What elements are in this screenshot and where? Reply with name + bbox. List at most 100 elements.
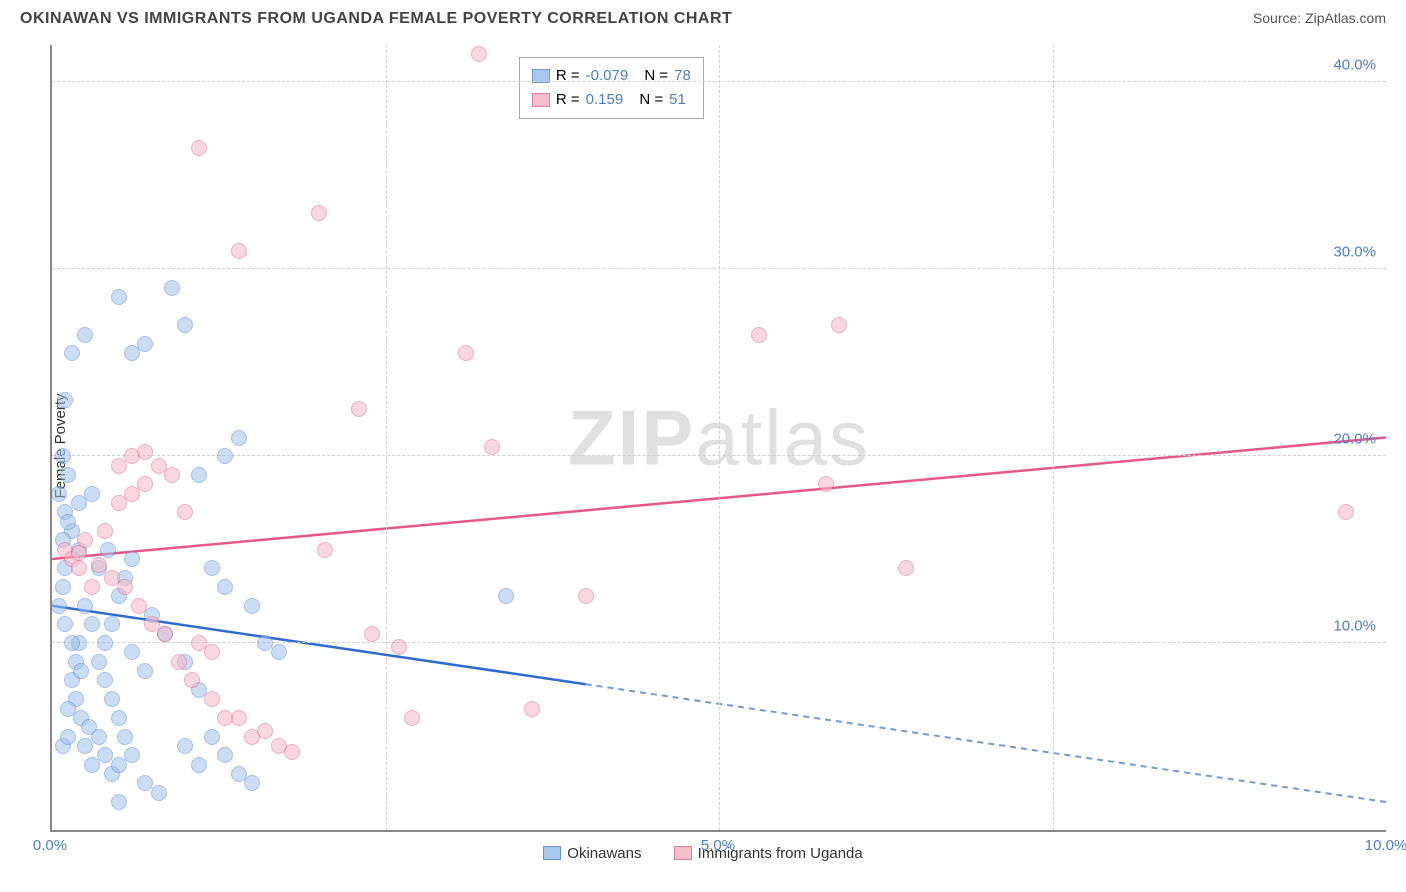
scatter-point-series1 [60,514,76,530]
scatter-point-series1 [204,729,220,745]
scatter-point-series1 [77,327,93,343]
scatter-point-series1 [177,317,193,333]
scatter-point-series2 [898,560,914,576]
scatter-point-series1 [84,486,100,502]
source-site: ZipAtlas.com [1305,10,1386,26]
scatter-point-series1 [100,542,116,558]
scatter-point-series1 [51,598,67,614]
scatter-point-series1 [104,616,120,632]
scatter-point-series1 [73,663,89,679]
scatter-point-series1 [191,467,207,483]
legend-bottom-swatch-2 [674,846,692,860]
scatter-point-series1 [244,598,260,614]
scatter-point-series2 [818,476,834,492]
scatter-point-series2 [311,205,327,221]
scatter-point-series2 [177,504,193,520]
legend-n-label-1: N = [644,64,668,88]
legend-swatch-series2 [532,93,550,107]
y-tick-label: 10.0% [1333,618,1376,635]
watermark-atlas: atlas [695,393,870,481]
scatter-point-series2 [91,557,107,573]
scatter-point-series1 [111,710,127,726]
scatter-point-series1 [217,448,233,464]
scatter-point-series1 [124,551,140,567]
y-tick-label: 30.0% [1333,244,1376,261]
scatter-point-series1 [84,616,100,632]
scatter-point-series1 [137,663,153,679]
scatter-point-series1 [124,644,140,660]
scatter-point-series1 [111,289,127,305]
scatter-point-series2 [117,579,133,595]
scatter-point-series1 [217,579,233,595]
scatter-point-series2 [231,243,247,259]
scatter-point-series2 [404,710,420,726]
legend-n-label-2: N = [639,88,663,112]
correlation-legend: R = -0.079 N = 78 R = 0.159 N = 51 [519,57,704,119]
x-tick-label: 5.0% [701,837,735,854]
scatter-point-series1 [77,738,93,754]
watermark-zip: ZIP [568,393,695,481]
scatter-point-series1 [57,392,73,408]
scatter-point-series2 [391,639,407,655]
legend-row-series1: R = -0.079 N = 78 [532,64,691,88]
scatter-point-series1 [60,729,76,745]
x-gridline [1053,45,1054,830]
scatter-point-series1 [498,588,514,604]
scatter-point-series2 [831,317,847,333]
scatter-point-series2 [137,476,153,492]
scatter-point-series1 [64,635,80,651]
scatter-point-series1 [231,430,247,446]
scatter-point-series2 [458,345,474,361]
scatter-point-series2 [364,626,380,642]
scatter-point-series2 [77,532,93,548]
scatter-point-series2 [171,654,187,670]
scatter-point-series1 [117,729,133,745]
chart-title: OKINAWAN VS IMMIGRANTS FROM UGANDA FEMAL… [20,10,732,28]
x-gridline [386,45,387,830]
scatter-point-series1 [111,757,127,773]
scatter-point-series2 [184,672,200,688]
scatter-point-series2 [751,327,767,343]
scatter-point-series2 [524,701,540,717]
scatter-point-series1 [97,672,113,688]
legend-bottom-swatch-1 [543,846,561,860]
scatter-point-series1 [104,691,120,707]
scatter-point-series2 [257,723,273,739]
scatter-point-series2 [204,691,220,707]
scatter-point-series2 [191,140,207,156]
scatter-point-series1 [64,345,80,361]
scatter-point-series1 [55,579,71,595]
legend-r-label-1: R = [556,64,580,88]
scatter-point-series2 [137,444,153,460]
chart-plot-area: ZIPatlas R = -0.079 N = 78 R = 0.159 N =… [50,45,1386,832]
scatter-point-series2 [351,401,367,417]
scatter-point-series1 [55,448,71,464]
y-tick-label: 20.0% [1333,431,1376,448]
legend-r-value-2: 0.159 [586,88,624,112]
scatter-point-series2 [157,626,173,642]
scatter-point-series2 [204,644,220,660]
scatter-point-series1 [91,654,107,670]
scatter-point-series2 [284,744,300,760]
scatter-point-series1 [60,467,76,483]
scatter-point-series2 [217,710,233,726]
legend-bottom-label-1: Okinawans [567,845,641,862]
scatter-point-series1 [57,616,73,632]
legend-n-value-1: 78 [674,64,691,88]
scatter-point-series1 [217,747,233,763]
scatter-point-series1 [151,785,167,801]
scatter-point-series2 [164,467,180,483]
scatter-point-series2 [578,588,594,604]
legend-row-series2: R = 0.159 N = 51 [532,88,691,112]
scatter-point-series1 [51,486,67,502]
scatter-point-series2 [84,579,100,595]
legend-n-value-2: 51 [669,88,686,112]
scatter-point-series2 [71,560,87,576]
scatter-point-series1 [60,701,76,717]
scatter-point-series2 [97,523,113,539]
scatter-point-series1 [77,598,93,614]
scatter-point-series1 [137,336,153,352]
scatter-point-series1 [91,729,107,745]
x-tick-label: 10.0% [1365,837,1406,854]
x-gridline [719,45,720,830]
